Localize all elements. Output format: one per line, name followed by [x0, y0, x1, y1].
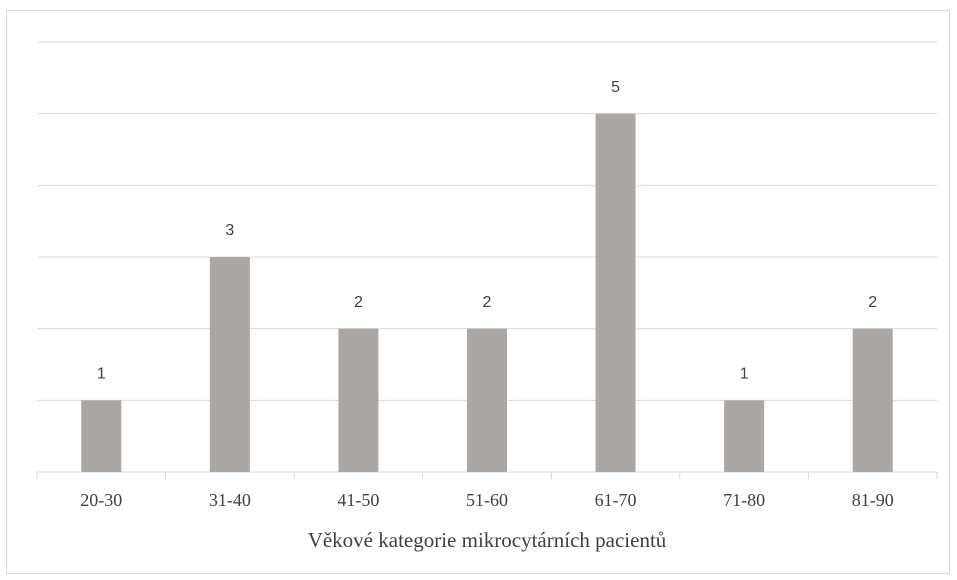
- data-label: 1: [97, 366, 106, 383]
- x-tick-label: 61-70: [595, 490, 637, 510]
- data-label: 1: [740, 366, 749, 383]
- bar: [338, 328, 379, 472]
- x-tick-label: 71-80: [723, 490, 765, 510]
- x-tick-label: 41-50: [337, 490, 379, 510]
- bar: [595, 113, 636, 473]
- x-tick-label: 20-30: [80, 490, 122, 510]
- data-label: 2: [354, 294, 363, 311]
- data-label: 5: [611, 79, 620, 96]
- chart-border: [6, 10, 950, 574]
- data-label: 3: [225, 222, 234, 239]
- bar: [209, 257, 250, 472]
- bar: [81, 400, 122, 472]
- x-tick-label: 51-60: [466, 490, 508, 510]
- bar: [852, 328, 893, 472]
- x-tick-label: 81-90: [852, 490, 894, 510]
- x-tick-label: 31-40: [209, 490, 251, 510]
- data-label: 2: [483, 294, 492, 311]
- bar: [724, 400, 765, 472]
- data-label: 2: [868, 294, 877, 311]
- bar: [467, 328, 507, 472]
- x-axis-title: Věkové kategorie mikrocytárních pacientů: [308, 528, 667, 552]
